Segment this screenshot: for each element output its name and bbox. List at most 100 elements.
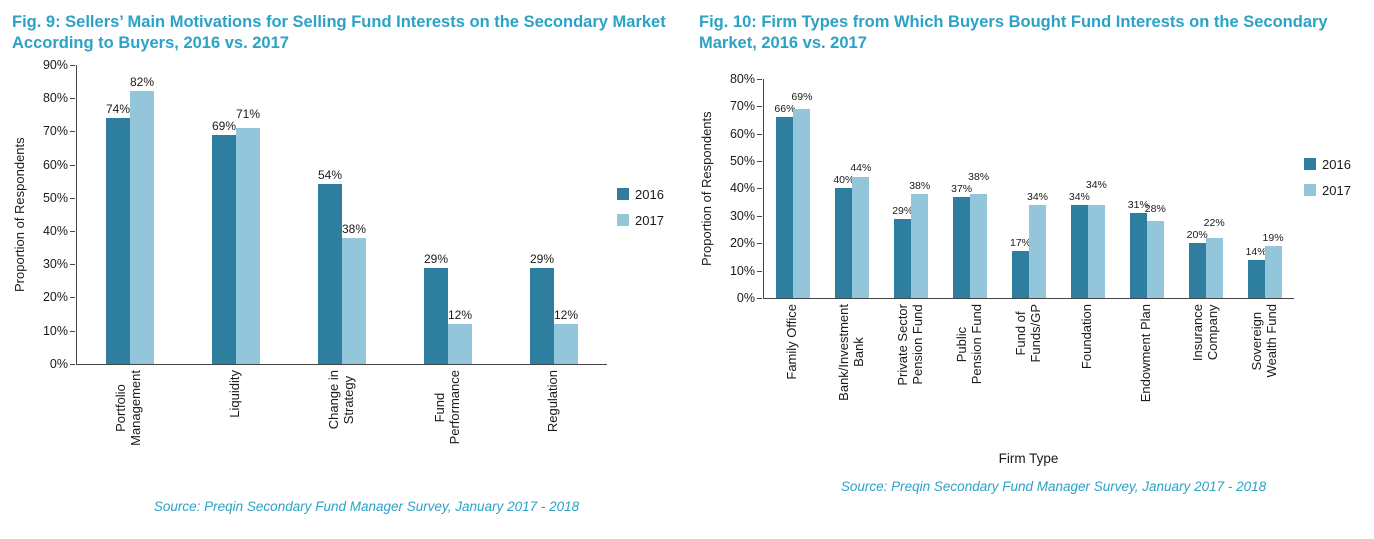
bar-2017: 38% — [968, 171, 989, 298]
y-tick-label: 80% — [730, 72, 764, 86]
bar-value-label: 14% — [1245, 245, 1267, 258]
bar-group: 31% 28% — [1117, 79, 1176, 298]
y-tick-label: 90% — [43, 58, 77, 72]
category-label: Insurance Company — [1189, 303, 1220, 361]
category-cell: Sovereign Wealth Fund — [1235, 304, 1294, 447]
bar-value-label: 28% — [1144, 203, 1166, 216]
fig10-title: Fig. 10: Firm Types from Which Buyers Bo… — [699, 13, 1328, 53]
category-cell: Insurance Company — [1176, 304, 1235, 447]
bar-value-label: 29% — [892, 204, 914, 217]
y-tick-label: 0% — [50, 357, 77, 371]
category-label: Foundation — [1079, 303, 1095, 369]
y-tick-label: 70% — [43, 124, 77, 138]
fig10-legend: 2016 2017 — [1304, 157, 1358, 198]
fig9-legend: 2016 2017 — [617, 187, 671, 228]
bar-value-label: 66% — [774, 103, 796, 116]
category-cell: Bank/Investment Bank — [822, 304, 881, 447]
bar-group: 29% 38% — [882, 79, 941, 298]
bar-2017: 34% — [1027, 191, 1048, 298]
bar-group: 34% 34% — [1058, 79, 1117, 298]
fig10-category-labels: Family Office Bank/Investment Bank Private… — [763, 299, 1294, 447]
bar-value-label: 40% — [833, 174, 855, 187]
legend-swatch — [1304, 158, 1316, 171]
bar-value-label: 69% — [791, 91, 813, 104]
y-tick-label: 0% — [737, 291, 764, 305]
bar-value-label: 31% — [1127, 199, 1149, 212]
bar-group: 29% 12% — [395, 65, 501, 364]
y-tick-label: 60% — [730, 127, 764, 141]
bar-2017: 12% — [448, 308, 472, 364]
fig9-category-labels: Portfolio Management Liquidity Change in S… — [76, 365, 607, 467]
fig10-source: Source: Preqin Secondary Fund Manager Su… — [840, 478, 1267, 494]
category-cell: Fund of Funds/GP — [999, 304, 1058, 447]
bar-value-label: 34% — [1068, 190, 1090, 203]
bar-group: 17% 34% — [1000, 79, 1059, 298]
bar-value-label: 22% — [1203, 217, 1225, 230]
bar-group: 14% 19% — [1235, 79, 1294, 298]
legend-swatch — [1304, 184, 1316, 197]
fig9-y-axis-title: Proportion of Respondents — [12, 137, 27, 293]
fig10-plot-column: 0% 10% 20% 30% 40% 50% 60% 70% 80% 66% 69% 40% 44% 29… — [730, 65, 1294, 469]
fig10-chart: Proportion of Respondents 0% 10% 20% 30% 40%… — [699, 65, 1358, 469]
fig10-x-axis-title: Firm Type — [998, 450, 1059, 466]
bar-value-label: 12% — [447, 308, 473, 323]
category-cell: Foundation — [1058, 304, 1117, 447]
bar-2016: 20% — [1187, 229, 1208, 298]
bar-group: 37% 38% — [941, 79, 1000, 298]
category-label: Endowment Plan — [1138, 303, 1154, 403]
bar-2016: 14% — [1246, 246, 1267, 298]
bar-value-label: 44% — [850, 162, 872, 175]
y-tick-label: 10% — [43, 324, 77, 338]
fig10-y-axis-title: Proportion of Respondents — [699, 111, 714, 267]
bar-group: 66% 69% — [764, 79, 823, 298]
bar-2017: 71% — [236, 107, 260, 364]
bar-2016: 37% — [951, 183, 972, 298]
bar-group: 20% 22% — [1176, 79, 1235, 298]
bar-2016: 29% — [424, 252, 448, 364]
bar-2016: 31% — [1128, 199, 1149, 298]
fig9-chart: Proportion of Respondents 0% 10% 20% 30% 40%… — [12, 58, 671, 489]
bar-value-label: 17% — [1009, 237, 1032, 250]
bar-value-label: 71% — [235, 106, 261, 121]
bar-2016: 66% — [774, 103, 795, 298]
bar-2017: 34% — [1086, 179, 1107, 298]
report-figures-page: Fig. 9: Sellers’ Main Motivations for Se… — [12, 13, 1358, 514]
bar-value-label: 54% — [317, 168, 343, 183]
category-label: Liquidity — [226, 369, 242, 418]
legend-swatch — [617, 214, 629, 227]
legend-label: 2016 — [1322, 156, 1351, 172]
legend-swatch — [617, 188, 629, 201]
y-tick-label: 20% — [730, 236, 764, 250]
bar-value-label: 34% — [1026, 190, 1049, 203]
bar-2017: 28% — [1145, 203, 1166, 298]
bar-2017: 19% — [1263, 232, 1284, 298]
y-tick-label: 30% — [43, 257, 77, 271]
y-tick-label: 50% — [43, 191, 77, 205]
bar-2017: 22% — [1204, 217, 1225, 298]
category-label: Regulation — [545, 369, 561, 433]
bar-value-label: 29% — [423, 251, 449, 266]
category-label: Fund of Funds/GP — [1012, 303, 1043, 363]
bar-value-label: 38% — [341, 221, 367, 236]
bar-value-label: 19% — [1262, 231, 1284, 244]
bar-2017: 82% — [130, 75, 154, 364]
fig9-title: Fig. 9: Sellers’ Main Motivations for Se… — [12, 13, 666, 53]
bar-2016: 34% — [1069, 191, 1090, 298]
legend-label: 2017 — [1322, 182, 1351, 198]
y-tick-label: 70% — [730, 99, 764, 113]
bar-value-label: 12% — [553, 308, 579, 323]
y-tick-label: 40% — [730, 181, 764, 195]
category-label: Family Office — [784, 303, 800, 380]
y-tick-label: 20% — [43, 290, 77, 304]
category-label: Public Pension Fund — [953, 303, 984, 385]
bar-2017: 38% — [909, 180, 930, 298]
category-label: Fund Performance — [431, 369, 462, 445]
bar-group: 29% 12% — [501, 65, 607, 364]
bar-2017: 38% — [342, 222, 366, 364]
category-cell: Change in Strategy — [288, 370, 394, 467]
bar-group: 74% 82% — [77, 65, 183, 364]
bar-value-label: 37% — [951, 182, 973, 195]
y-tick-label: 50% — [730, 154, 764, 168]
category-cell: Regulation — [501, 370, 607, 467]
bar-2016: 40% — [833, 174, 854, 298]
